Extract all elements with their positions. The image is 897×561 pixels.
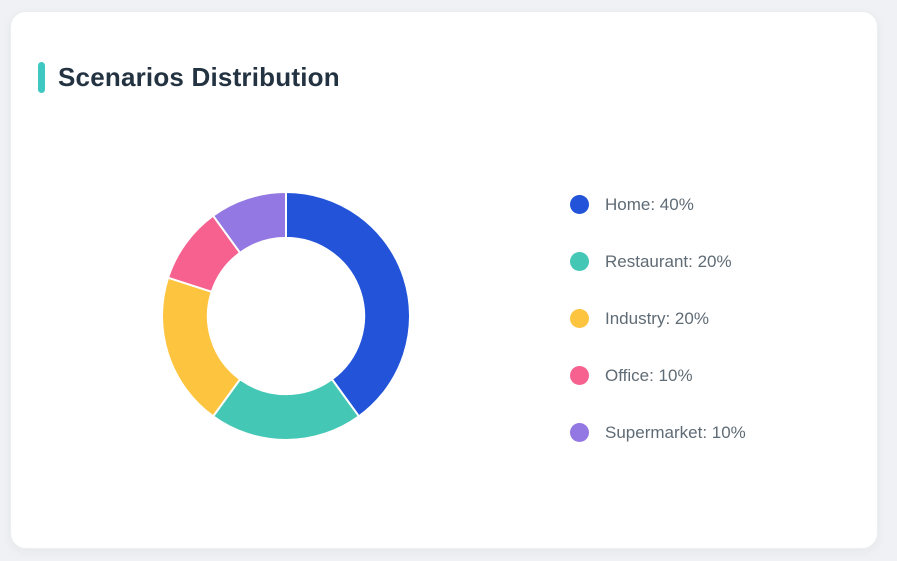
legend-dot-office xyxy=(570,366,589,385)
legend-label-restaurant: Restaurant: 20% xyxy=(605,252,732,271)
card-title: Scenarios Distribution xyxy=(58,62,340,92)
legend-label-industry: Industry: 20% xyxy=(605,309,709,328)
chart-legend: Home: 40% Restaurant: 20% Industry: 20% Off… xyxy=(570,195,746,480)
legend-dot-restaurant xyxy=(570,252,589,271)
legend-item-supermarket[interactable]: Supermarket: 10% xyxy=(570,423,746,442)
donut-segment-restaurant[interactable] xyxy=(212,378,360,441)
card-header: Scenarios Distribution xyxy=(38,62,340,93)
legend-item-industry[interactable]: Industry: 20% xyxy=(570,309,746,328)
donut-segment-home[interactable] xyxy=(285,191,411,418)
legend-item-restaurant[interactable]: Restaurant: 20% xyxy=(570,252,746,271)
legend-dot-home xyxy=(570,195,589,214)
donut-segment-industry[interactable] xyxy=(161,276,242,418)
donut-segment-supermarket[interactable] xyxy=(212,191,287,254)
scenarios-distribution-card: Scenarios Distribution Home: 40% Restaura… xyxy=(10,11,878,549)
legend-label-home: Home: 40% xyxy=(605,195,694,214)
legend-label-supermarket: Supermarket: 10% xyxy=(605,423,746,442)
legend-dot-supermarket xyxy=(570,423,589,442)
legend-label-office: Office: 10% xyxy=(605,366,693,385)
legend-dot-industry xyxy=(570,309,589,328)
title-accent-bar xyxy=(38,62,45,93)
donut-chart[interactable] xyxy=(161,191,411,441)
legend-item-office[interactable]: Office: 10% xyxy=(570,366,746,385)
legend-item-home[interactable]: Home: 40% xyxy=(570,195,746,214)
